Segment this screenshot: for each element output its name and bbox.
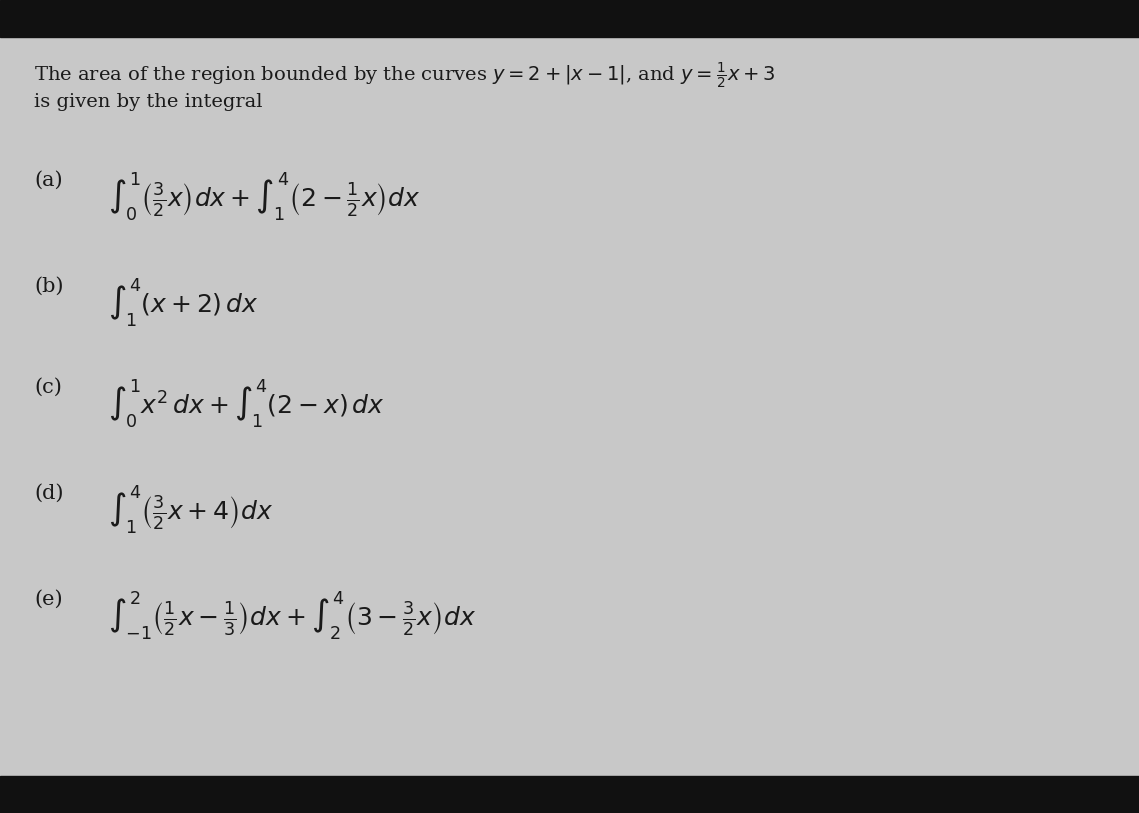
Text: $\int_1^4 \left(\frac{3}{2}x + 4\right) dx$: $\int_1^4 \left(\frac{3}{2}x + 4\right) … — [108, 484, 273, 536]
Text: (a): (a) — [34, 171, 63, 189]
Text: $\int_0^1 \left(\frac{3}{2}x\right) dx + \int_1^4 \left(2 - \frac{1}{2}x\right) : $\int_0^1 \left(\frac{3}{2}x\right) dx +… — [108, 171, 421, 223]
Text: $\int_0^1 x^2\, dx + \int_1^4 (2 - x)\, dx$: $\int_0^1 x^2\, dx + \int_1^4 (2 - x)\, … — [108, 378, 385, 430]
Text: (b): (b) — [34, 276, 64, 295]
Text: The area of the region bounded by the curves $y = 2+|x-1|$, and $y = \frac{1}{2}: The area of the region bounded by the cu… — [34, 61, 776, 91]
Text: is given by the integral: is given by the integral — [34, 93, 263, 111]
Text: (c): (c) — [34, 378, 62, 397]
Text: (d): (d) — [34, 484, 64, 502]
Text: $\int_{-1}^{2} \left(\frac{1}{2}x - \frac{1}{3}\right) dx + \int_2^4 \left(3 - \: $\int_{-1}^{2} \left(\frac{1}{2}x - \fra… — [108, 589, 477, 641]
Text: (e): (e) — [34, 589, 63, 608]
Text: $\int_1^4 (x + 2)\, dx$: $\int_1^4 (x + 2)\, dx$ — [108, 276, 259, 328]
